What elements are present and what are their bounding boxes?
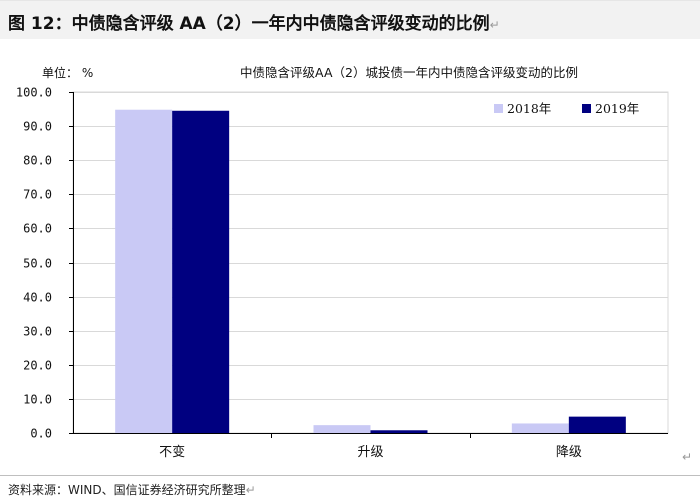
return-mark-icon: ↵ — [245, 483, 256, 497]
y-tick-label: 60.0 — [23, 222, 52, 236]
legend-label: 2019年 — [595, 101, 639, 116]
y-tick-label: 90.0 — [23, 120, 52, 134]
chart-area: 0.0 10.0 20.0 30.0 40.0 50.0 60.0 70.0 80.0 90.0 1… — [0, 38, 700, 474]
chart-title: 中债隐含评级AA（2）城投债一年内中债隐含评级变动的比例 — [240, 65, 578, 80]
bar-2018年-不变 — [115, 109, 173, 434]
x-category-label: 降级 — [556, 445, 582, 460]
bar-2019年-不变 — [172, 110, 230, 433]
return-mark-icon: ↵ — [681, 450, 692, 464]
y-tick-label: 100.0 — [16, 86, 52, 100]
bar-chart: 0.0 10.0 20.0 30.0 40.0 50.0 60.0 70.0 80.0 90.0 1… — [16, 65, 669, 460]
return-mark-icon: ↵ — [489, 18, 500, 32]
unit-label: 单位： % — [42, 65, 93, 80]
legend-swatch — [582, 104, 591, 113]
y-tick-label: 80.0 — [23, 154, 52, 168]
x-category-label: 不变 — [159, 444, 185, 460]
y-tick-label: 50.0 — [23, 257, 52, 271]
legend-swatch — [494, 104, 503, 113]
figure-title: 图 12：中债隐含评级 AA（2）一年内中债隐含评级变动的比例↵ — [8, 9, 500, 34]
bar-2019年-升级 — [370, 430, 428, 433]
bar-2018年-降级 — [511, 423, 569, 433]
y-tick-label: 20.0 — [23, 359, 52, 373]
y-tick-label: 40.0 — [23, 291, 52, 305]
legend-label: 2018年 — [507, 101, 551, 116]
source-text: 资料来源：WIND、国信证券经济研究所整理 — [8, 483, 246, 497]
figure-source: 资料来源：WIND、国信证券经济研究所整理↵ — [8, 481, 256, 498]
y-tick-label: 30.0 — [23, 325, 52, 339]
bar-2019年-降级 — [568, 416, 626, 433]
divider — [0, 475, 700, 476]
y-tick-label: 10.0 — [23, 393, 52, 407]
y-tick-label: 0.0 — [30, 427, 52, 441]
y-tick-label: 70.0 — [23, 188, 52, 202]
bar-2018年-升级 — [313, 425, 371, 433]
x-category-label: 升级 — [357, 445, 383, 460]
figure-title-text: 图 12：中债隐含评级 AA（2）一年内中债隐含评级变动的比例 — [8, 14, 490, 34]
figure-header: 图 12：中债隐含评级 AA（2）一年内中债隐含评级变动的比例↵ — [0, 0, 700, 39]
